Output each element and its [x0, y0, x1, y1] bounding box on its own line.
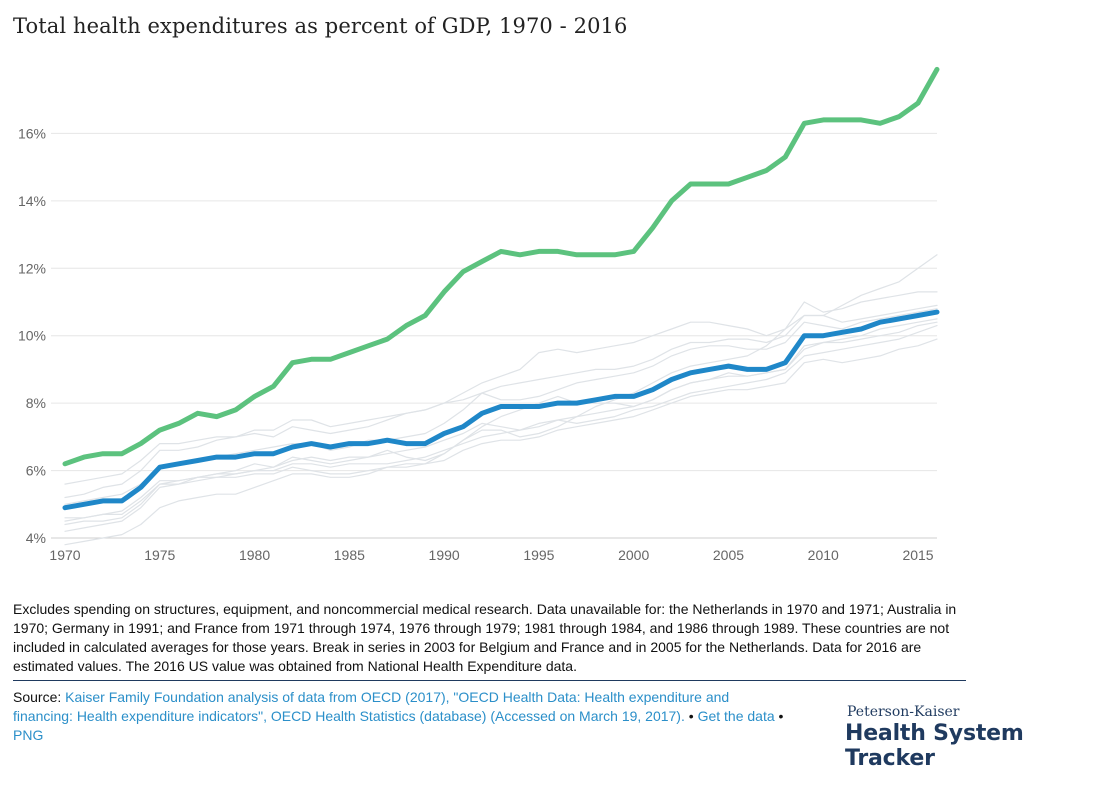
y-tick-label: 10% — [18, 328, 46, 344]
chart-title: Total health expenditures as percent of … — [13, 14, 628, 38]
y-tick-label: 8% — [26, 395, 46, 411]
series-line-comparable-country-6[interactable] — [64, 321, 938, 522]
source-link[interactable]: Kaiser Family Foundation analysis of dat… — [13, 689, 730, 724]
source-note: Source: Kaiser Family Foundation analysi… — [13, 688, 788, 745]
y-tick-label: 12% — [18, 260, 46, 276]
y-axis-ticks: 4% 6% 8% 10% 12% 14% 16% — [18, 125, 46, 546]
x-tick-label: 1975 — [144, 547, 175, 563]
x-tick-label: 2000 — [618, 547, 649, 563]
x-tick-label: 1990 — [429, 547, 460, 563]
get-data-link[interactable]: Get the data — [697, 708, 775, 724]
footnote: Excludes spending on structures, equipme… — [13, 601, 957, 674]
divider — [13, 680, 966, 681]
x-tick-label: 1995 — [523, 547, 554, 563]
logo-brand-main: Health System Tracker — [845, 721, 1024, 771]
png-link[interactable]: PNG — [13, 727, 44, 743]
y-tick-label: 4% — [26, 530, 46, 546]
series-line-comparable-country-2[interactable] — [64, 254, 938, 526]
y-tick-label: 16% — [18, 125, 46, 141]
series-line-comparable-country-4[interactable] — [64, 308, 938, 499]
gridlines — [51, 132, 937, 539]
background-series — [64, 254, 938, 546]
x-tick-label: 1980 — [239, 547, 270, 563]
x-tick-label: 2015 — [902, 547, 933, 563]
series-line-comparable-country-3[interactable] — [64, 318, 938, 546]
series-line-comparable-country-average[interactable] — [62, 309, 940, 511]
series-line-comparable-country-1[interactable] — [64, 291, 938, 485]
separator: • — [684, 708, 698, 724]
y-tick-label: 14% — [18, 193, 46, 209]
y-tick-label: 6% — [26, 463, 46, 479]
x-tick-label: 1970 — [49, 547, 80, 563]
x-axis-ticks: 1970 1975 1980 1985 1990 1995 2000 2005 2010 2015 — [49, 547, 933, 563]
series-line-comparable-country-8[interactable] — [64, 325, 938, 519]
separator: • — [774, 708, 784, 724]
line-chart: 4%6%8%10%12%14%16% 1970 1975 1980 1985 1990 1… — [18, 66, 940, 563]
series-line-comparable-country-5[interactable] — [64, 338, 938, 532]
x-tick-label: 1985 — [334, 547, 365, 563]
x-tick-label: 2010 — [808, 547, 839, 563]
highlight-series — [62, 66, 940, 511]
series-line-united-states[interactable] — [62, 66, 940, 467]
x-tick-label: 2005 — [713, 547, 744, 563]
source-label: Source: — [13, 689, 62, 705]
logo-brand-top: Peterson-Kaiser — [847, 704, 960, 720]
